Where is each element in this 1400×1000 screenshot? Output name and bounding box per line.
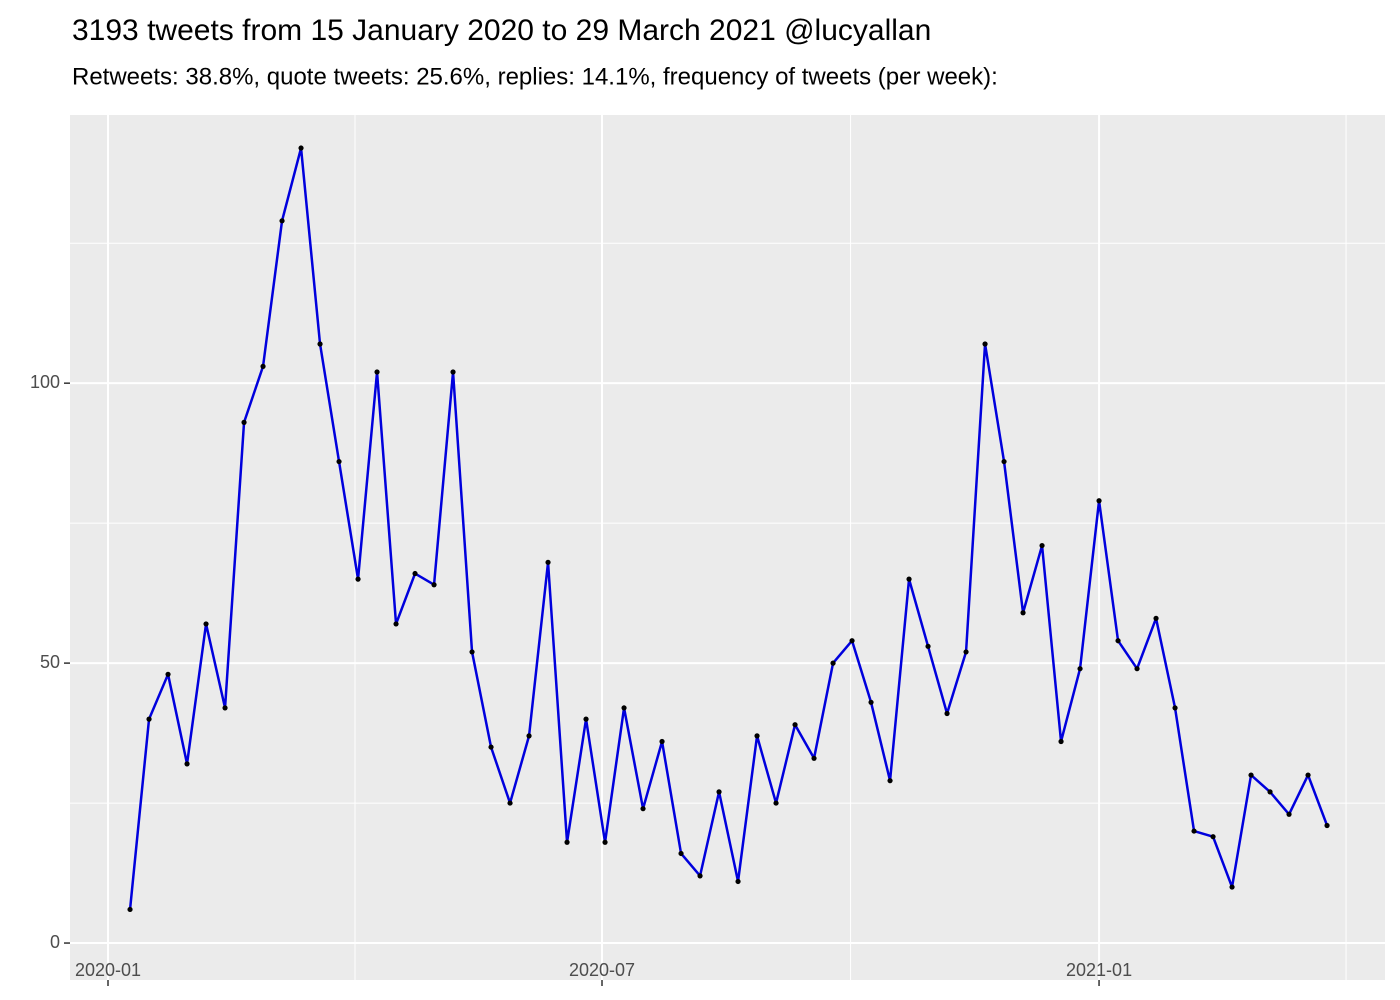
data-point: [1153, 615, 1159, 621]
data-point: [792, 722, 798, 728]
data-point: [317, 341, 323, 347]
data-point: [1115, 638, 1121, 644]
data-point: [659, 738, 665, 745]
data-point: [678, 850, 684, 857]
panel: [70, 115, 1385, 980]
data-point: [887, 778, 893, 784]
data-point: [564, 839, 570, 845]
chart-title: 3193 tweets from 15 January 2020 to 29 M…: [72, 14, 931, 47]
data-point: [165, 671, 171, 677]
data-point: [1248, 772, 1254, 778]
data-point: [146, 716, 152, 722]
data-point: [1077, 666, 1083, 672]
y-tick-label: 100: [30, 372, 60, 392]
data-point: [906, 576, 912, 582]
data-point: [298, 145, 304, 151]
data-point: [1210, 834, 1216, 840]
y-tick-label: 0: [50, 932, 60, 952]
data-point: [260, 363, 266, 369]
data-point: [1305, 772, 1311, 778]
data-point: [450, 369, 456, 375]
data-point: [336, 458, 342, 465]
data-point: [811, 755, 817, 761]
data-point: [1058, 738, 1064, 745]
x-tick-label: 2020-07: [569, 960, 635, 980]
data-point: [1191, 828, 1197, 834]
data-point: [1096, 498, 1102, 504]
data-point: [203, 621, 209, 627]
data-point: [754, 733, 760, 739]
x-tick-label: 2021-01: [1066, 960, 1132, 980]
data-point: [944, 710, 950, 717]
data-point: [602, 839, 608, 845]
data-point: [1286, 811, 1292, 817]
data-point: [1267, 789, 1273, 795]
data-point: [545, 559, 551, 565]
data-point: [469, 649, 475, 655]
data-point: [583, 716, 589, 722]
series-line: [128, 146, 1329, 910]
data-point: [621, 705, 627, 711]
data-point: [849, 638, 855, 644]
data-point: [868, 699, 874, 705]
data-point: [1001, 458, 1007, 465]
data-point: [640, 806, 646, 812]
data-point: [1134, 666, 1140, 672]
chart-subtitle: Retweets: 38.8%, quote tweets: 25.6%, re…: [72, 63, 998, 90]
data-point: [1020, 610, 1026, 616]
data-point: [222, 705, 228, 711]
data-point: [1039, 542, 1045, 549]
data-point: [127, 906, 133, 913]
data-point: [925, 643, 931, 649]
data-point: [735, 878, 741, 885]
data-point: [830, 660, 836, 666]
data-point: [279, 218, 285, 224]
data-point: [488, 744, 494, 750]
data-point: [412, 570, 418, 577]
data-point: [507, 800, 513, 806]
y-tick-label: 50: [40, 652, 60, 672]
data-point: [184, 761, 190, 767]
data-point: [773, 800, 779, 806]
data-point: [1172, 705, 1178, 711]
data-point: [982, 341, 988, 347]
data-point: [526, 733, 532, 739]
data-point: [431, 582, 437, 588]
data-point: [355, 576, 361, 582]
data-point: [1324, 822, 1330, 829]
data-point: [697, 873, 703, 879]
data-point: [716, 789, 722, 795]
data-point: [374, 369, 380, 375]
data-point: [393, 621, 399, 627]
data-point: [241, 419, 247, 425]
data-point: [1229, 884, 1235, 890]
data-point: [963, 649, 969, 655]
x-tick-label: 2020-01: [75, 960, 141, 980]
